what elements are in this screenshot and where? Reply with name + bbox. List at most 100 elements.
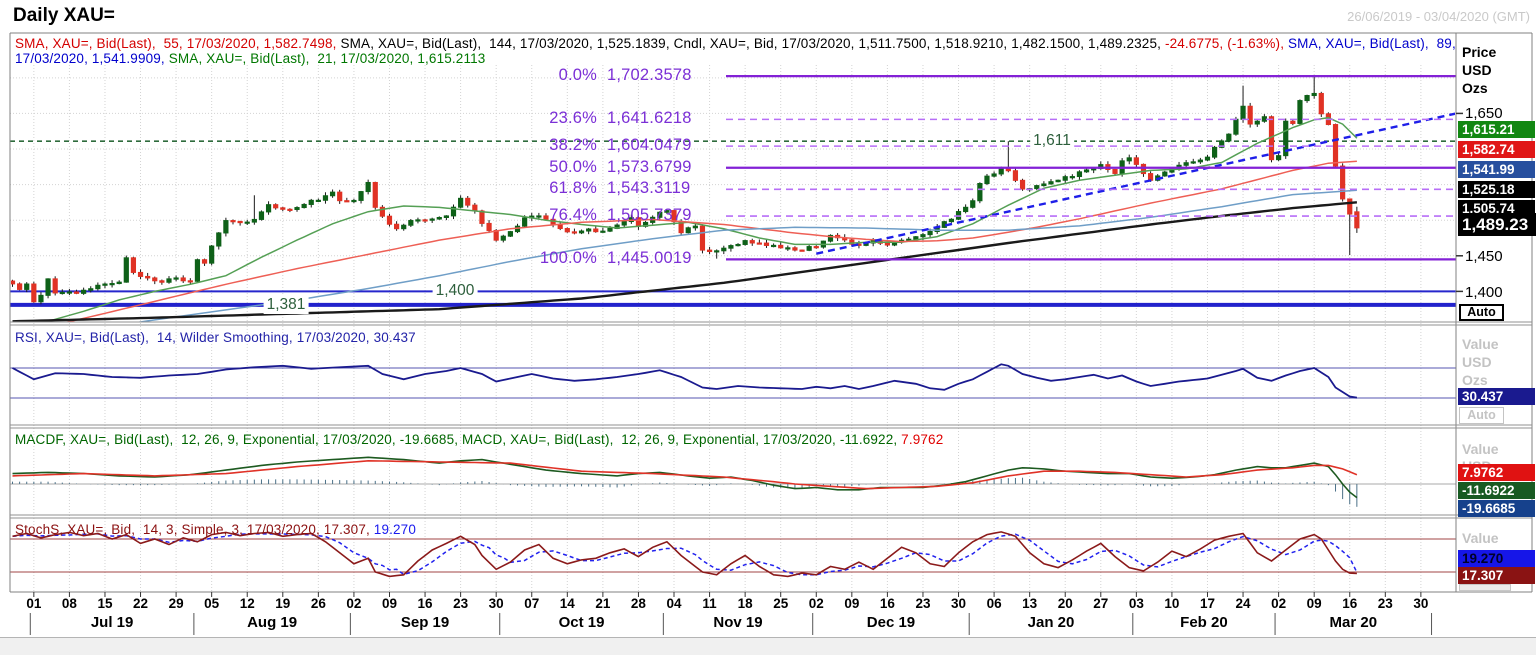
x-axis-day-label: 09 <box>844 596 859 611</box>
stoch-d-badge: 19.270 <box>1458 550 1535 567</box>
fib-price-label: 1,604.0479 <box>607 136 692 155</box>
rsi-axis-unit: Value <box>1462 336 1499 352</box>
rsi-legend: RSI, XAU=, Bid(Last), 14, Wilder Smoothi… <box>15 330 416 345</box>
x-axis-day-label: 17 <box>1200 596 1215 611</box>
hidden-price-badge: 1,505.74 <box>1458 200 1535 213</box>
fib-pct-label: 23.6% <box>500 109 597 128</box>
x-axis-day-label: 14 <box>560 596 575 611</box>
stoch-legend-segment: 19.270 <box>374 522 416 537</box>
fib-pct-label: 100.0% <box>500 249 597 268</box>
sma89-price-badge: 1,541.99 <box>1458 161 1535 178</box>
x-axis-month-label: Jul 19 <box>91 614 134 631</box>
main-chart-legend-segment: SMA, XAU=, Bid(Last), 21, 17/03/2020, 1,… <box>169 51 486 66</box>
main-chart-legend: SMA, XAU=, Bid(Last), 55, 17/03/2020, 1,… <box>15 36 1456 51</box>
rsi-auto-scale-button[interactable]: Auto <box>1459 407 1504 424</box>
fib-pct-label: 61.8% <box>500 179 597 198</box>
main-chart-legend-segment: -24.6775, (-1.63%), <box>1165 36 1288 51</box>
x-axis-day-label: 16 <box>880 596 895 611</box>
chart-window: Daily XAU= 26/06/2019 - 03/04/2020 (GMT)… <box>0 0 1536 655</box>
fib-level-row: 76.4% 1,505.7379 <box>500 206 692 225</box>
fib-price-label: 1,573.6799 <box>607 158 692 177</box>
x-axis-day-label: 11 <box>702 596 716 611</box>
x-axis-month-label: Oct 19 <box>559 614 605 631</box>
macd-legend-segment: MACDF, XAU=, Bid(Last), 12, 26, 9, Expon… <box>15 432 901 447</box>
x-axis-month-label: Dec 19 <box>867 614 915 631</box>
price-auto-scale-button[interactable]: Auto <box>1459 304 1504 321</box>
fib-price-label: 1,543.3119 <box>607 179 690 198</box>
x-axis-day-label: 15 <box>97 596 112 611</box>
x-axis-day-label: 27 <box>1093 596 1108 611</box>
macd-legend: MACDF, XAU=, Bid(Last), 12, 26, 9, Expon… <box>15 432 943 447</box>
macd-signal-badge: 7.9762 <box>1458 464 1535 481</box>
price-axis-unit: USD <box>1462 62 1492 78</box>
x-axis-day-label: 18 <box>738 596 753 611</box>
x-axis-day-label: 06 <box>987 596 1002 611</box>
last-price-badge: 1,489.23 <box>1458 213 1536 236</box>
x-axis-day-label: 19 <box>275 596 290 611</box>
x-axis-day-label: 13 <box>1022 596 1037 611</box>
macd-legend-segment: 7.9762 <box>901 432 943 447</box>
x-axis-day-label: 02 <box>1271 596 1286 611</box>
stoch-axis-unit: Value <box>1462 530 1499 546</box>
x-axis-month-label: Aug 19 <box>247 614 297 631</box>
fib-pct-label: 76.4% <box>500 206 597 225</box>
fib-price-label: 1,641.6218 <box>607 109 692 128</box>
x-axis-day-label: 28 <box>631 596 646 611</box>
fib-level-row: 38.2%1,604.0479 <box>500 136 692 155</box>
main-chart-legend-segment: SMA, XAU=, Bid(Last), 55, 17/03/2020, 1,… <box>15 36 340 51</box>
annotation-label: 1,400 <box>433 282 478 300</box>
fib-level-row: 50.0% 1,573.6799 <box>500 158 692 177</box>
x-axis-day-label: 12 <box>240 596 255 611</box>
price-tick-label: 1,650 <box>1465 105 1503 122</box>
fib-price-label: 1,445.0019 <box>607 249 692 268</box>
price-axis-unit: Price <box>1462 44 1496 60</box>
fib-level-row: 61.8% 1,543.3119 <box>500 179 690 198</box>
x-axis-day-label: 16 <box>418 596 433 611</box>
x-axis-month-label: Nov 19 <box>713 614 762 631</box>
x-axis-month-label: Feb 20 <box>1180 614 1228 631</box>
x-axis-day-label: 07 <box>524 596 539 611</box>
x-axis-day-label: 08 <box>62 596 77 611</box>
x-axis-day-label: 23 <box>915 596 930 611</box>
rsi-axis-unit: Ozs <box>1462 372 1488 388</box>
price-tick-label: 1,450 <box>1465 248 1503 265</box>
fib-price-label: 1,505.7379 <box>607 206 692 225</box>
x-axis-day-label: 09 <box>382 596 397 611</box>
stoch-legend: StochS, XAU=, Bid, 14, 3, Simple, 3, 17/… <box>15 522 416 537</box>
sma144-price-badge: 1,525.18 <box>1458 181 1535 198</box>
x-axis-day-label: 04 <box>666 596 681 611</box>
x-axis-day-label: 09 <box>1307 596 1322 611</box>
main-chart-legend: 17/03/2020, 1,541.9909, SMA, XAU=, Bid(L… <box>15 51 485 66</box>
x-axis-month-label: Sep 19 <box>401 614 449 631</box>
fib-level-row: 0.0% 1,702.3578 <box>500 66 692 85</box>
fib-pct-label: 0.0% <box>500 66 597 85</box>
x-axis-month-label: Mar 20 <box>1330 614 1378 631</box>
x-axis-day-label: 29 <box>169 596 184 611</box>
annotation-label: 1,611 <box>1030 132 1074 150</box>
fib-level-row: 100.0% 1,445.0019 <box>500 249 692 268</box>
rsi-axis-unit: USD <box>1462 354 1492 370</box>
price-tick-label: 1,400 <box>1465 284 1503 301</box>
sma55-price-badge: 1,582.74 <box>1458 141 1535 158</box>
main-chart-legend-segment: 17/03/2020, 1,541.9909, <box>15 51 169 66</box>
x-axis-day-label: 30 <box>1413 596 1428 611</box>
x-axis-day-label: 23 <box>1378 596 1393 611</box>
value-axis-scrollbar[interactable] <box>1459 584 1511 591</box>
macd-line-badge: -11.6922 <box>1458 482 1535 499</box>
x-axis-day-label: 24 <box>1236 596 1251 611</box>
x-axis-day-label: 10 <box>1164 596 1179 611</box>
chart-canvas[interactable] <box>0 0 1536 655</box>
bottom-strip <box>0 638 1536 655</box>
x-axis-month-label: Jan 20 <box>1028 614 1075 631</box>
rsi-legend-segment: RSI, XAU=, Bid(Last), 14, Wilder Smoothi… <box>15 330 416 345</box>
fib-pct-label: 50.0% <box>500 158 597 177</box>
fib-price-label: 1,702.3578 <box>607 66 692 85</box>
fib-level-row: 23.6% 1,641.6218 <box>500 109 692 128</box>
macdf-hist-badge: -19.6685 <box>1458 500 1535 517</box>
x-axis-day-label: 26 <box>311 596 326 611</box>
x-axis-day-label: 16 <box>1342 596 1357 611</box>
page-title: Daily XAU= <box>13 5 115 27</box>
x-axis-day-label: 25 <box>773 596 788 611</box>
x-axis-day-label: 22 <box>133 596 148 611</box>
x-axis-day-label: 30 <box>951 596 966 611</box>
